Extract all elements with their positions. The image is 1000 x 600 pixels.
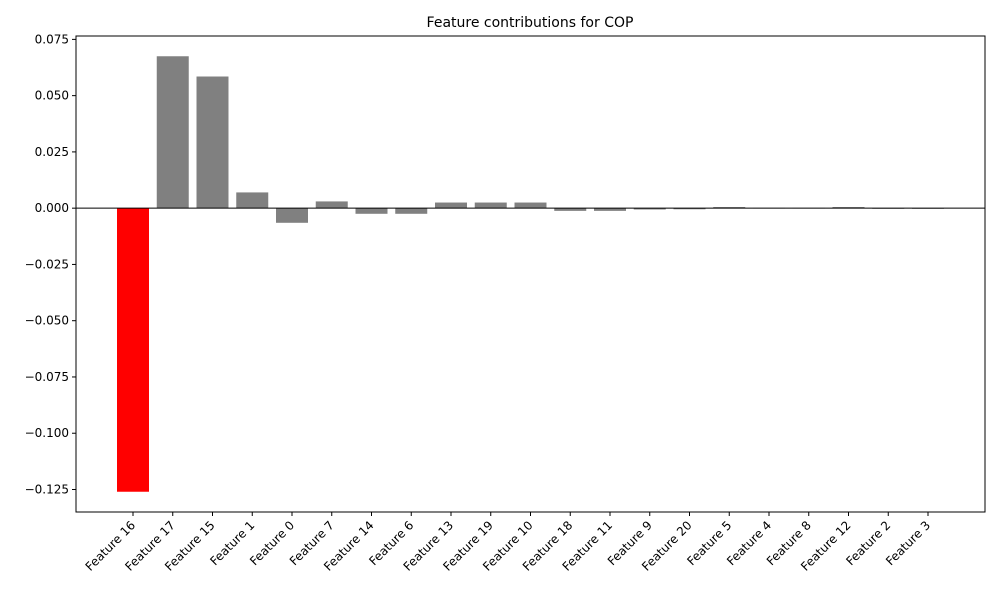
bar-feature-10 — [514, 202, 547, 209]
bar-feature-13 — [435, 202, 467, 209]
y-tick-label: −0.075 — [25, 370, 69, 384]
y-tick-label: 0.075 — [35, 32, 69, 46]
bar-feature-11 — [594, 208, 626, 211]
y-tick-label: −0.025 — [25, 257, 69, 271]
plot-frame — [75, 35, 986, 513]
bar-feature-16 — [117, 208, 149, 492]
y-tick-label: 0.000 — [35, 201, 69, 215]
y-tick-label: 0.050 — [35, 89, 69, 103]
bar-feature-12 — [832, 207, 865, 209]
bars-group — [117, 56, 944, 492]
bar-feature-0 — [276, 208, 308, 223]
bar-feature-17 — [156, 56, 189, 209]
bar-feature-20 — [673, 208, 706, 210]
bar-feature-7 — [315, 201, 348, 209]
bar-feature-6 — [395, 208, 428, 214]
bar-feature-14 — [355, 208, 388, 214]
bar-feature-5 — [713, 207, 746, 209]
bar-feature-9 — [633, 208, 666, 210]
y-axis: 0.075 0.050 0.025 0.000 −0.025 −0.050 −0.075 −0… — [25, 32, 76, 496]
bar-feature-19 — [474, 202, 507, 209]
bar-feature-1 — [236, 192, 269, 209]
chart-title: Feature contributions for COP — [427, 15, 634, 31]
y-tick-label: −0.050 — [25, 314, 69, 328]
bar-feature-18 — [554, 208, 587, 211]
bar-feature-15 — [196, 76, 229, 209]
y-tick-label: 0.025 — [35, 145, 69, 159]
y-tick-label: −0.125 — [25, 482, 69, 496]
y-tick-label: −0.100 — [25, 426, 69, 440]
